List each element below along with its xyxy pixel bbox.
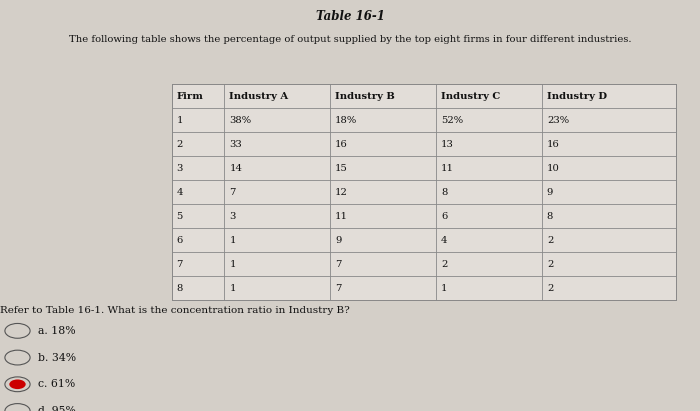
Text: Industry D: Industry D [547, 92, 607, 101]
Text: Industry B: Industry B [335, 92, 395, 101]
Text: 5: 5 [176, 212, 183, 221]
Text: 16: 16 [335, 140, 348, 149]
Text: 6: 6 [441, 212, 447, 221]
Bar [172, 84, 676, 300]
Text: 12: 12 [335, 188, 348, 196]
Text: 11: 11 [335, 212, 348, 221]
Text: 4: 4 [441, 236, 447, 245]
Text: Table 16-1: Table 16-1 [316, 10, 384, 23]
Text: 33: 33 [230, 140, 242, 149]
Text: The following table shows the percentage of output supplied by the top eight fir: The following table shows the percentage… [69, 35, 631, 44]
Text: Firm: Firm [176, 92, 203, 101]
Text: 9: 9 [335, 236, 342, 245]
Text: 14: 14 [230, 164, 242, 173]
Text: 1: 1 [176, 116, 183, 125]
Text: 18%: 18% [335, 116, 358, 125]
Text: a. 18%: a. 18% [38, 326, 76, 336]
Text: Industry C: Industry C [441, 92, 500, 101]
Text: 8: 8 [176, 284, 183, 293]
Text: 2: 2 [547, 236, 553, 245]
Text: d. 95%: d. 95% [38, 406, 76, 411]
Text: Industry A: Industry A [230, 92, 288, 101]
Text: 7: 7 [335, 260, 342, 268]
Text: 38%: 38% [230, 116, 251, 125]
Text: c. 61%: c. 61% [38, 379, 76, 389]
Text: 6: 6 [176, 236, 183, 245]
Text: 7: 7 [176, 260, 183, 268]
Text: 15: 15 [335, 164, 348, 173]
Text: 3: 3 [230, 212, 236, 221]
Text: 2: 2 [176, 140, 183, 149]
Text: 2: 2 [547, 284, 553, 293]
Text: 7: 7 [230, 188, 236, 196]
Text: 1: 1 [230, 284, 236, 293]
Text: 8: 8 [441, 188, 447, 196]
Text: 23%: 23% [547, 116, 569, 125]
Text: 52%: 52% [441, 116, 463, 125]
Text: 16: 16 [547, 140, 559, 149]
Text: 9: 9 [547, 188, 553, 196]
Text: 11: 11 [441, 164, 454, 173]
Text: 7: 7 [335, 284, 342, 293]
Text: 13: 13 [441, 140, 454, 149]
Text: 1: 1 [230, 260, 236, 268]
Text: Refer to Table 16-1. What is the concentration ratio in Industry B?: Refer to Table 16-1. What is the concent… [0, 306, 350, 315]
Text: 1: 1 [441, 284, 447, 293]
Text: 2: 2 [547, 260, 553, 268]
Text: 3: 3 [176, 164, 183, 173]
Text: 2: 2 [441, 260, 447, 268]
Text: 10: 10 [547, 164, 560, 173]
Text: 8: 8 [547, 212, 553, 221]
Text: 1: 1 [230, 236, 236, 245]
Circle shape [9, 379, 26, 389]
Text: 4: 4 [176, 188, 183, 196]
Text: b. 34%: b. 34% [38, 353, 76, 363]
